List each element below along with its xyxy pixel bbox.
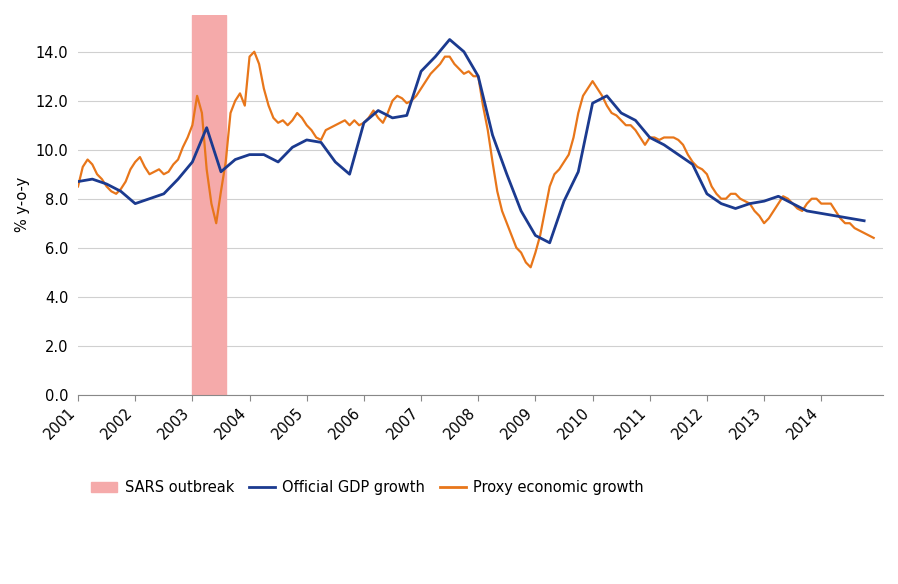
Y-axis label: % y-o-y: % y-o-y (15, 177, 30, 232)
Bar (192, 15, 225, 395)
Legend: SARS outbreak, Official GDP growth, Proxy economic growth: SARS outbreak, Official GDP growth, Prox… (85, 475, 649, 501)
